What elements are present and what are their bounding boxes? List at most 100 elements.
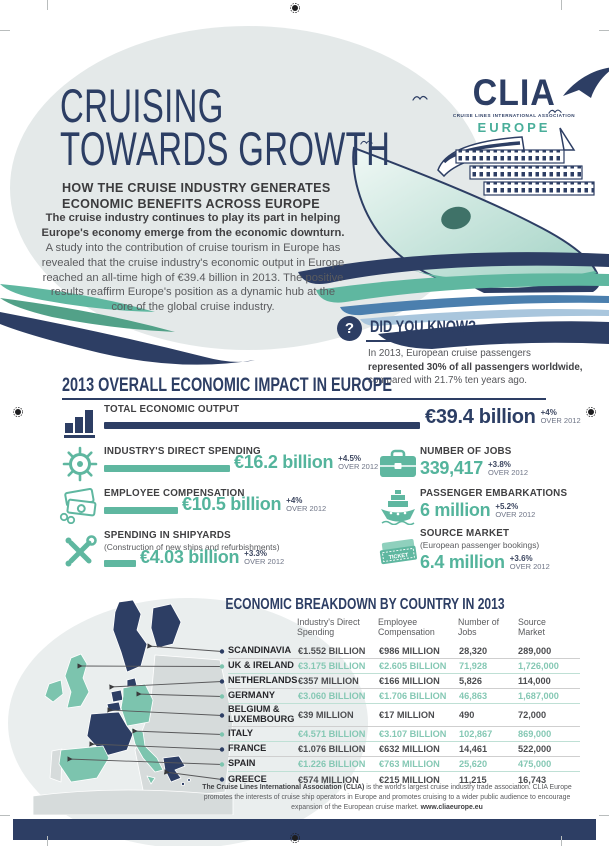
jobs-cell: 46,863 — [459, 691, 488, 701]
compensation-cell: €986 MILLION — [379, 646, 440, 656]
shipyards-sublabel: (Construction of new ships and refurbish… — [104, 542, 280, 552]
spending-cell: €1.076 BILLION — [298, 744, 366, 754]
page-title-line2: TOWARDS GROWTH — [60, 122, 391, 176]
market-cell: 522,000 — [518, 744, 552, 754]
impact-section-title: 2013 OVERALL ECONOMIC IMPACT IN EUROPE — [62, 375, 393, 396]
map-region-netherlands — [110, 689, 124, 703]
did-you-know-underline — [366, 340, 597, 342]
jobs-value-row: 339,417 +3.8% OVER 2012 — [420, 459, 528, 478]
map-region-sicily — [146, 775, 156, 785]
source-market-change: +3.6% — [509, 554, 533, 563]
seagull-icon — [360, 140, 373, 145]
source-market-value: 6.4 million — [420, 552, 505, 572]
direct-spending-change: +4.5% — [338, 454, 362, 463]
country-name: SCANDINAVIA — [228, 645, 292, 656]
clia-logo-region: EUROPE — [477, 120, 551, 135]
page-title: CRUISING TOWARDS GROWTH — [60, 79, 532, 176]
ship-porthole — [441, 206, 471, 230]
did-you-know-text: In 2013, European cruise passengers repr… — [368, 347, 600, 388]
tools-icon — [65, 535, 97, 567]
bottom-navy-bar — [13, 819, 596, 840]
country-name: FRANCE — [228, 743, 267, 754]
total-output-bar — [104, 422, 420, 429]
map-region-uk — [64, 653, 90, 709]
footer-url: www.cliaeurope.eu — [420, 804, 483, 811]
map-region-spain — [58, 745, 110, 783]
map-region-germany — [120, 683, 154, 727]
crop-mark — [561, 836, 562, 846]
jobs-cell: 25,620 — [459, 759, 488, 769]
employee-compensation-value-row: €10.5 billion +4% OVER 2012 — [182, 495, 326, 514]
column-header-compensation: Employee Compensation — [378, 617, 435, 638]
market-cell: 1,687,000 — [518, 691, 559, 701]
ticket-text: TICKET — [388, 552, 409, 561]
country-name: GREECE — [228, 773, 267, 784]
total-output-change: +4% — [540, 408, 557, 417]
ship-superstructure — [437, 136, 595, 196]
employee-compensation-period: OVER 2012 — [286, 504, 327, 514]
spending-cell: €4.571 BILLION — [298, 729, 366, 739]
jobs-cell: 5,826 — [459, 676, 482, 686]
market-cell: 475,000 — [518, 759, 552, 769]
shipyards-bar — [104, 560, 136, 567]
country-name: NETHERLANDS — [228, 675, 298, 686]
country-name: ITALY — [228, 728, 254, 739]
shipyards-value: €4.03 billion — [140, 547, 240, 567]
breakdown-section-title: ECONOMIC BREAKDOWN BY COUNTRY IN 2013 — [225, 596, 505, 613]
jobs-cell: 490 — [459, 710, 475, 720]
clia-logo-wordmark: CLIA — [472, 72, 556, 113]
crop-mark — [47, 836, 48, 846]
crop-mark — [0, 815, 10, 816]
crop-mark — [0, 30, 10, 31]
table-row-uk-ireland: UK & IRELAND €3.175 BILLION €2.605 BILLI… — [228, 659, 580, 674]
footer-lead: The Cruise Lines International Associati… — [202, 784, 365, 791]
employee-compensation-label: EMPLOYEE COMPENSATION — [104, 488, 245, 499]
spending-cell: €39 MILLION — [298, 710, 354, 720]
source-market-sublabel: (European passenger bookings) — [420, 540, 540, 550]
waves-decoration — [0, 252, 609, 365]
page-title-line1: CRUISING — [60, 79, 224, 132]
country-name: UK & IRELAND — [228, 660, 294, 671]
jobs-period: OVER 2012 — [487, 468, 528, 478]
ship-icon — [381, 490, 415, 525]
country-name: SPAIN — [228, 758, 256, 769]
embarkations-period: OVER 2012 — [495, 510, 536, 520]
spending-cell: €574 MILLION — [298, 774, 359, 785]
footer-body: is the world's largest cruise industry t… — [203, 784, 572, 811]
ticket-icon: TICKET — [379, 538, 417, 565]
briefcase-icon — [380, 449, 416, 477]
intro-body: A study into the contribution of cruise … — [41, 241, 345, 314]
table-row-france: FRANCE €1.076 BILLION €632 MILLION 14,46… — [228, 742, 580, 757]
embarkations-value: 6 million — [420, 500, 491, 520]
ship-hull-shadow — [470, 273, 601, 293]
compensation-cell: €763 MILLION — [379, 759, 440, 769]
source-market-label: SOURCE MARKET — [420, 528, 510, 539]
shipyards-label: SPENDING IN SHIPYARDS — [104, 530, 231, 541]
market-cell: 114,000 — [518, 676, 551, 686]
map-region-africa — [32, 789, 234, 815]
jobs-cell: 11,215 — [459, 774, 487, 785]
ship-mast — [559, 127, 576, 151]
direct-spending-label: INDUSTRY'S DIRECT SPENDING — [104, 446, 261, 457]
table-row-italy: ITALY €4.571 BILLION €3.107 BILLION 102,… — [228, 727, 580, 742]
jobs-cell: 14,461 — [459, 744, 488, 754]
employee-compensation-bar — [104, 507, 178, 514]
dyk-line1: In 2013, European cruise passengers — [368, 348, 531, 359]
embarkations-change: +5.2% — [495, 502, 519, 511]
compensation-cell: €166 MILLION — [379, 676, 440, 686]
clia-logo-tagline: CRUISE LINES INTERNATIONAL ASSOCIATION — [452, 113, 576, 118]
jobs-value: 339,417 — [420, 458, 483, 478]
market-cell: 869,000 — [518, 729, 552, 739]
compensation-cell: €1.706 BILLION — [379, 691, 447, 701]
registration-mark-top — [290, 3, 300, 13]
compensation-cell: €632 MILLION — [379, 744, 440, 754]
clia-logo: CLIA CRUISE LINES INTERNATIONAL ASSOCIAT… — [436, 67, 609, 135]
compensation-cell: €215 MILLION — [379, 774, 440, 785]
map-region-ireland — [44, 679, 64, 703]
crop-mark — [599, 815, 609, 816]
compensation-cell: €17 MILLION — [379, 710, 435, 720]
footer-text: The Cruise Lines International Associati… — [192, 783, 582, 813]
registration-mark-left — [13, 407, 23, 417]
seagull-icon — [548, 109, 562, 114]
